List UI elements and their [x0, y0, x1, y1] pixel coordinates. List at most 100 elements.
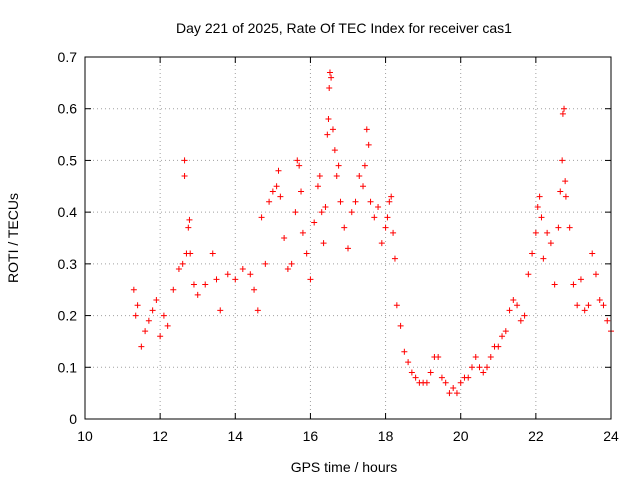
data-point: [423, 379, 430, 386]
data-point: [303, 250, 310, 257]
data-point: [202, 281, 209, 288]
y-tick-label: 0.2: [58, 308, 78, 324]
data-point: [288, 260, 295, 267]
data-point: [438, 374, 445, 381]
data-point: [427, 369, 434, 376]
y-tick-label: 0.5: [58, 152, 78, 168]
x-tick-label: 12: [152, 428, 168, 444]
data-point: [401, 348, 408, 355]
data-point: [514, 302, 521, 309]
data-point: [187, 250, 194, 257]
data-point: [574, 302, 581, 309]
data-point: [181, 157, 188, 164]
data-point: [266, 198, 273, 205]
data-point: [132, 312, 139, 319]
data-point: [142, 328, 149, 335]
y-tick-label: 0.4: [58, 204, 78, 220]
data-point: [465, 374, 472, 381]
data-point: [153, 297, 160, 304]
data-point: [476, 364, 483, 371]
data-point: [145, 317, 152, 324]
data-point: [495, 343, 502, 350]
data-point: [446, 390, 453, 397]
data-point: [391, 255, 398, 262]
data-point: [517, 317, 524, 324]
data-point: [592, 271, 599, 278]
data-point: [185, 224, 192, 231]
data-point: [262, 260, 269, 267]
x-tick-label: 18: [378, 428, 394, 444]
data-point: [457, 379, 464, 386]
data-point: [157, 333, 164, 340]
data-point: [367, 198, 374, 205]
data-point: [378, 240, 385, 247]
data-point: [190, 281, 197, 288]
data-point: [540, 255, 547, 262]
data-point: [562, 193, 569, 200]
data-point: [254, 307, 261, 314]
chart-title: Day 221 of 2025, Rate Of TEC Index for r…: [176, 20, 512, 36]
data-point: [292, 209, 299, 216]
x-axis-label: GPS time / hours: [291, 459, 398, 475]
data-point: [547, 240, 554, 247]
data-point: [341, 224, 348, 231]
data-point: [499, 333, 506, 340]
x-tick-label: 14: [227, 428, 243, 444]
data-point: [294, 157, 301, 164]
y-tick-label: 0.6: [58, 101, 78, 117]
data-point: [521, 312, 528, 319]
data-point: [164, 322, 171, 329]
data-point: [450, 384, 457, 391]
plot-frame: [84, 56, 612, 420]
data-point: [217, 307, 224, 314]
data-point: [555, 224, 562, 231]
x-tick-label: 22: [528, 428, 544, 444]
data-point: [324, 131, 331, 138]
x-tick-label: 20: [453, 428, 469, 444]
y-tick-label: 0.3: [58, 256, 78, 272]
data-point: [296, 162, 303, 169]
y-tick-label: 0: [69, 411, 77, 427]
data-point: [335, 162, 342, 169]
grid-layer: [85, 57, 611, 419]
data-point: [487, 353, 494, 360]
data-point: [562, 178, 569, 185]
data-point: [360, 183, 367, 190]
data-point: [382, 224, 389, 231]
data-point: [277, 193, 284, 200]
data-point: [213, 276, 220, 283]
data-point: [275, 167, 282, 174]
data-point: [232, 276, 239, 283]
data-point: [581, 307, 588, 314]
data-point: [345, 245, 351, 252]
data-point: [538, 214, 545, 221]
data-point: [311, 219, 318, 226]
data-point: [328, 74, 335, 81]
data-point: [388, 193, 395, 200]
data-point: [534, 203, 541, 210]
data-point: [557, 188, 564, 195]
data-point: [510, 297, 517, 304]
data-point: [386, 198, 393, 205]
data-point: [361, 162, 368, 169]
data-point: [281, 235, 288, 241]
data-point: [472, 353, 479, 360]
data-point: [356, 172, 363, 179]
data-point: [468, 364, 475, 371]
data-point: [269, 188, 276, 195]
data-point: [320, 240, 327, 247]
data-point: [544, 229, 551, 236]
data-point: [442, 379, 449, 386]
y-tick-label: 0.7: [58, 49, 78, 65]
data-point: [408, 369, 415, 376]
data-point: [371, 214, 378, 221]
data-point: [194, 291, 201, 298]
data-point: [333, 172, 340, 179]
data-point: [435, 353, 442, 360]
data-point: [577, 276, 584, 283]
data-point: [589, 250, 596, 257]
ticks-layer: 10 12 14 16 18 20 22 24 0 0.1 0.2 0.3 0.4 0.5 0.6 0.7: [58, 49, 619, 444]
data-point: [412, 374, 419, 381]
data-point: [352, 198, 359, 205]
data-point: [247, 271, 254, 278]
